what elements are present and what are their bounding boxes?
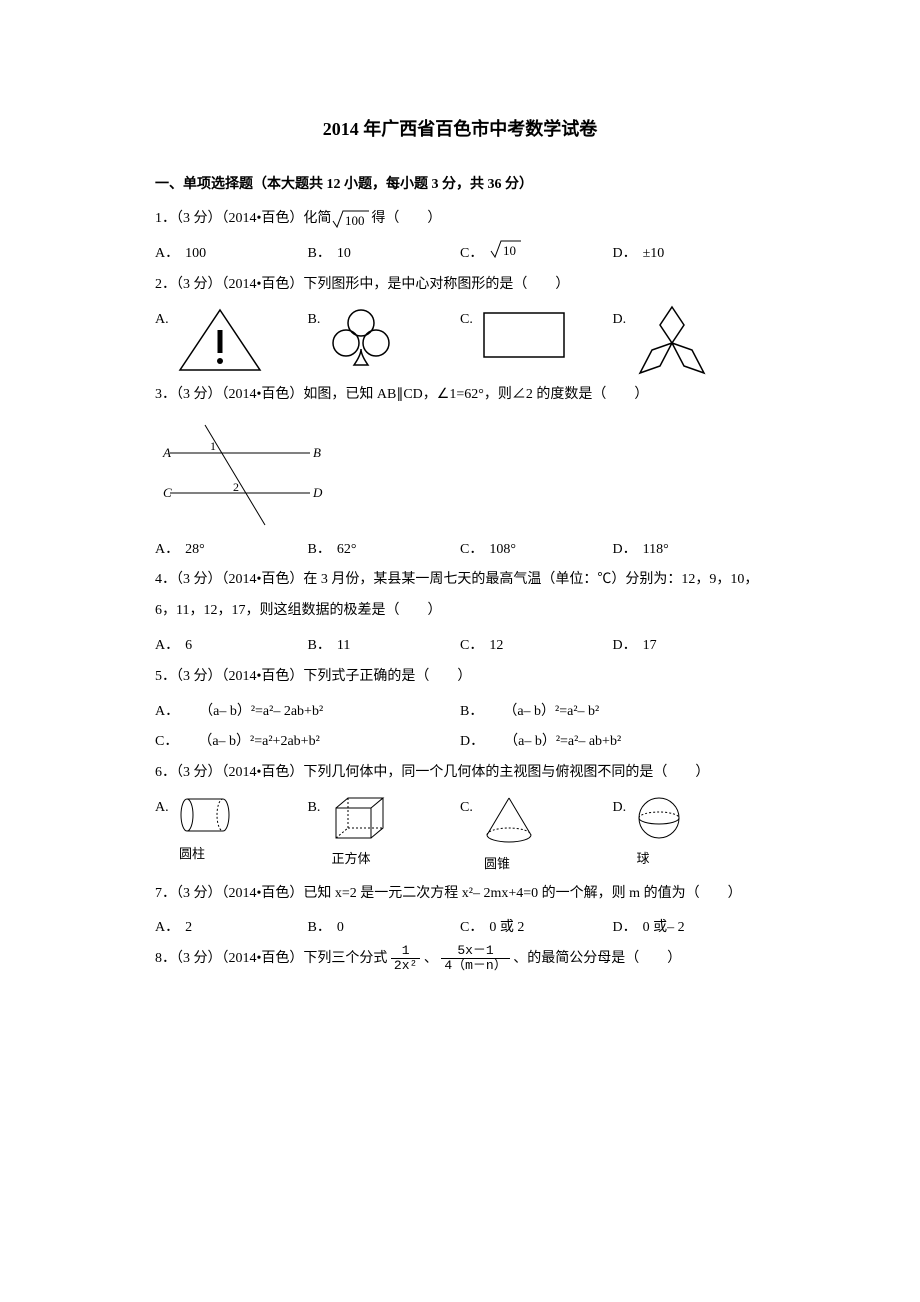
q6-options: A. 圆柱 B. <box>155 793 765 879</box>
sqrt-100: 100 <box>331 209 371 229</box>
q3-opt-a: A．28° <box>155 535 308 566</box>
q1-opt-b: B．10 <box>308 239 461 270</box>
q4-opt-d: D．17 <box>613 631 766 662</box>
question-8: 8．（3 分）（2014•百色）下列三个分式 1 2x² 、 5x－1 4（m－… <box>155 944 765 975</box>
cone-icon <box>479 793 539 848</box>
question-3: 3．（3 分）（2014•百色）如图，已知 AB∥CD，∠1=62°，则∠2 的… <box>155 380 765 411</box>
q4-opt-a: A．6 <box>155 631 308 662</box>
cylinder-icon <box>175 793 235 838</box>
q2-options: A. B. C. D. <box>155 305 765 380</box>
q4-opt-c: C．12 <box>460 631 613 662</box>
q5-opt-c: C． （a– b）²=a²+2ab+b² <box>155 727 460 758</box>
rectangle-icon <box>479 305 569 365</box>
question-7: 7．（3 分）（2014•百色）已知 x=2 是一元二次方程 x²– 2mx+4… <box>155 879 765 910</box>
question-4: 4．（3 分）（2014•百色）在 3 月份，某县某一周七天的最高气温（单位：℃… <box>155 565 765 627</box>
fraction-2: 5x－1 4（m－n） <box>441 944 509 974</box>
sphere-icon <box>632 793 687 843</box>
q6-opt-a: A. 圆柱 <box>155 793 308 879</box>
q2-opt-d: D. <box>613 305 766 380</box>
q3-opt-c: C．108° <box>460 535 613 566</box>
q3-opt-b: B．62° <box>308 535 461 566</box>
q4-opt-b: B．11 <box>308 631 461 662</box>
three-rhombus-icon <box>632 305 712 380</box>
q1-opt-a: A．100 <box>155 239 308 270</box>
q6-opt-c: C. 圆锥 <box>460 793 613 879</box>
q7-options: A．2 B．0 C．0 或 2 D．0 或– 2 <box>155 913 765 944</box>
q5-opt-a: A． （a– b）²=a²– 2ab+b² <box>155 697 460 728</box>
svg-text:C: C <box>163 485 172 500</box>
q2-opt-b: B. <box>308 305 461 380</box>
q1-options: A．100 B．10 C． 10 D．±10 <box>155 239 765 270</box>
q4-options: A．6 B．11 C．12 D．17 <box>155 631 765 662</box>
q8-pre: 8．（3 分）（2014•百色）下列三个分式 <box>155 951 387 966</box>
q1-opt-d: D．±10 <box>613 239 766 270</box>
q1-text-pre: 1．（3 分）（2014•百色）化简 <box>155 211 331 226</box>
q7-opt-a: A．2 <box>155 913 308 944</box>
club-icon <box>326 305 396 375</box>
question-2: 2．（3 分）（2014•百色）下列图形中，是中心对称图形的是（ ） <box>155 270 765 301</box>
q3-options: A．28° B．62° C．108° D．118° <box>155 535 765 566</box>
q6-opt-d: D. 球 <box>613 793 766 879</box>
fraction-1: 1 2x² <box>391 944 420 974</box>
svg-text:D: D <box>312 485 323 500</box>
svg-text:1: 1 <box>210 439 216 453</box>
q5-options: A． （a– b）²=a²– 2ab+b² B． （a– b）²=a²– b² … <box>155 697 765 759</box>
q1-text-post: 得（ ） <box>371 211 441 226</box>
triangle-warning-icon <box>175 305 265 375</box>
q1-opt-c: C． 10 <box>460 239 613 270</box>
q6-cap-d: 球 <box>637 845 650 874</box>
q5-opt-d: D． （a– b）²=a²– ab+b² <box>460 727 765 758</box>
q8-post: 、的最简公分母是（ ） <box>513 951 681 966</box>
q3-figure: A B C D 1 2 <box>155 415 765 535</box>
svg-text:2: 2 <box>233 480 239 494</box>
svg-text:100: 100 <box>345 213 365 228</box>
q3-opt-d: D．118° <box>613 535 766 566</box>
question-1: 1．（3 分）（2014•百色）化简 100 得（ ） <box>155 204 765 235</box>
section-header: 一、单项选择题（本大题共 12 小题，每小题 3 分，共 36 分） <box>155 170 765 201</box>
q7-opt-d: D．0 或– 2 <box>613 913 766 944</box>
sqrt-10-icon: 10 <box>489 239 523 259</box>
page-title: 2014 年广西省百色市中考数学试卷 <box>155 110 765 150</box>
question-5: 5．（3 分）（2014•百色）下列式子正确的是（ ） <box>155 662 765 693</box>
cube-icon <box>326 793 391 843</box>
q7-opt-c: C．0 或 2 <box>460 913 613 944</box>
q2-opt-a: A. <box>155 305 308 380</box>
q6-opt-b: B. 正方体 <box>308 793 461 879</box>
q2-opt-c: C. <box>460 305 613 380</box>
svg-text:B: B <box>313 445 321 460</box>
q7-opt-b: B．0 <box>308 913 461 944</box>
q5-opt-b: B． （a– b）²=a²– b² <box>460 697 765 728</box>
svg-text:10: 10 <box>503 243 516 258</box>
q6-cap-b: 正方体 <box>332 845 371 874</box>
q6-cap-a: 圆柱 <box>179 840 205 869</box>
q6-cap-c: 圆锥 <box>484 850 510 879</box>
question-6: 6．（3 分）（2014•百色）下列几何体中，同一个几何体的主视图与俯视图不同的… <box>155 758 765 789</box>
svg-text:A: A <box>162 445 171 460</box>
